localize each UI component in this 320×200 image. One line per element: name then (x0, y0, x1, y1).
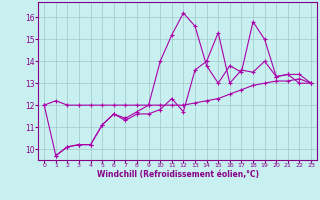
X-axis label: Windchill (Refroidissement éolien,°C): Windchill (Refroidissement éolien,°C) (97, 170, 259, 179)
